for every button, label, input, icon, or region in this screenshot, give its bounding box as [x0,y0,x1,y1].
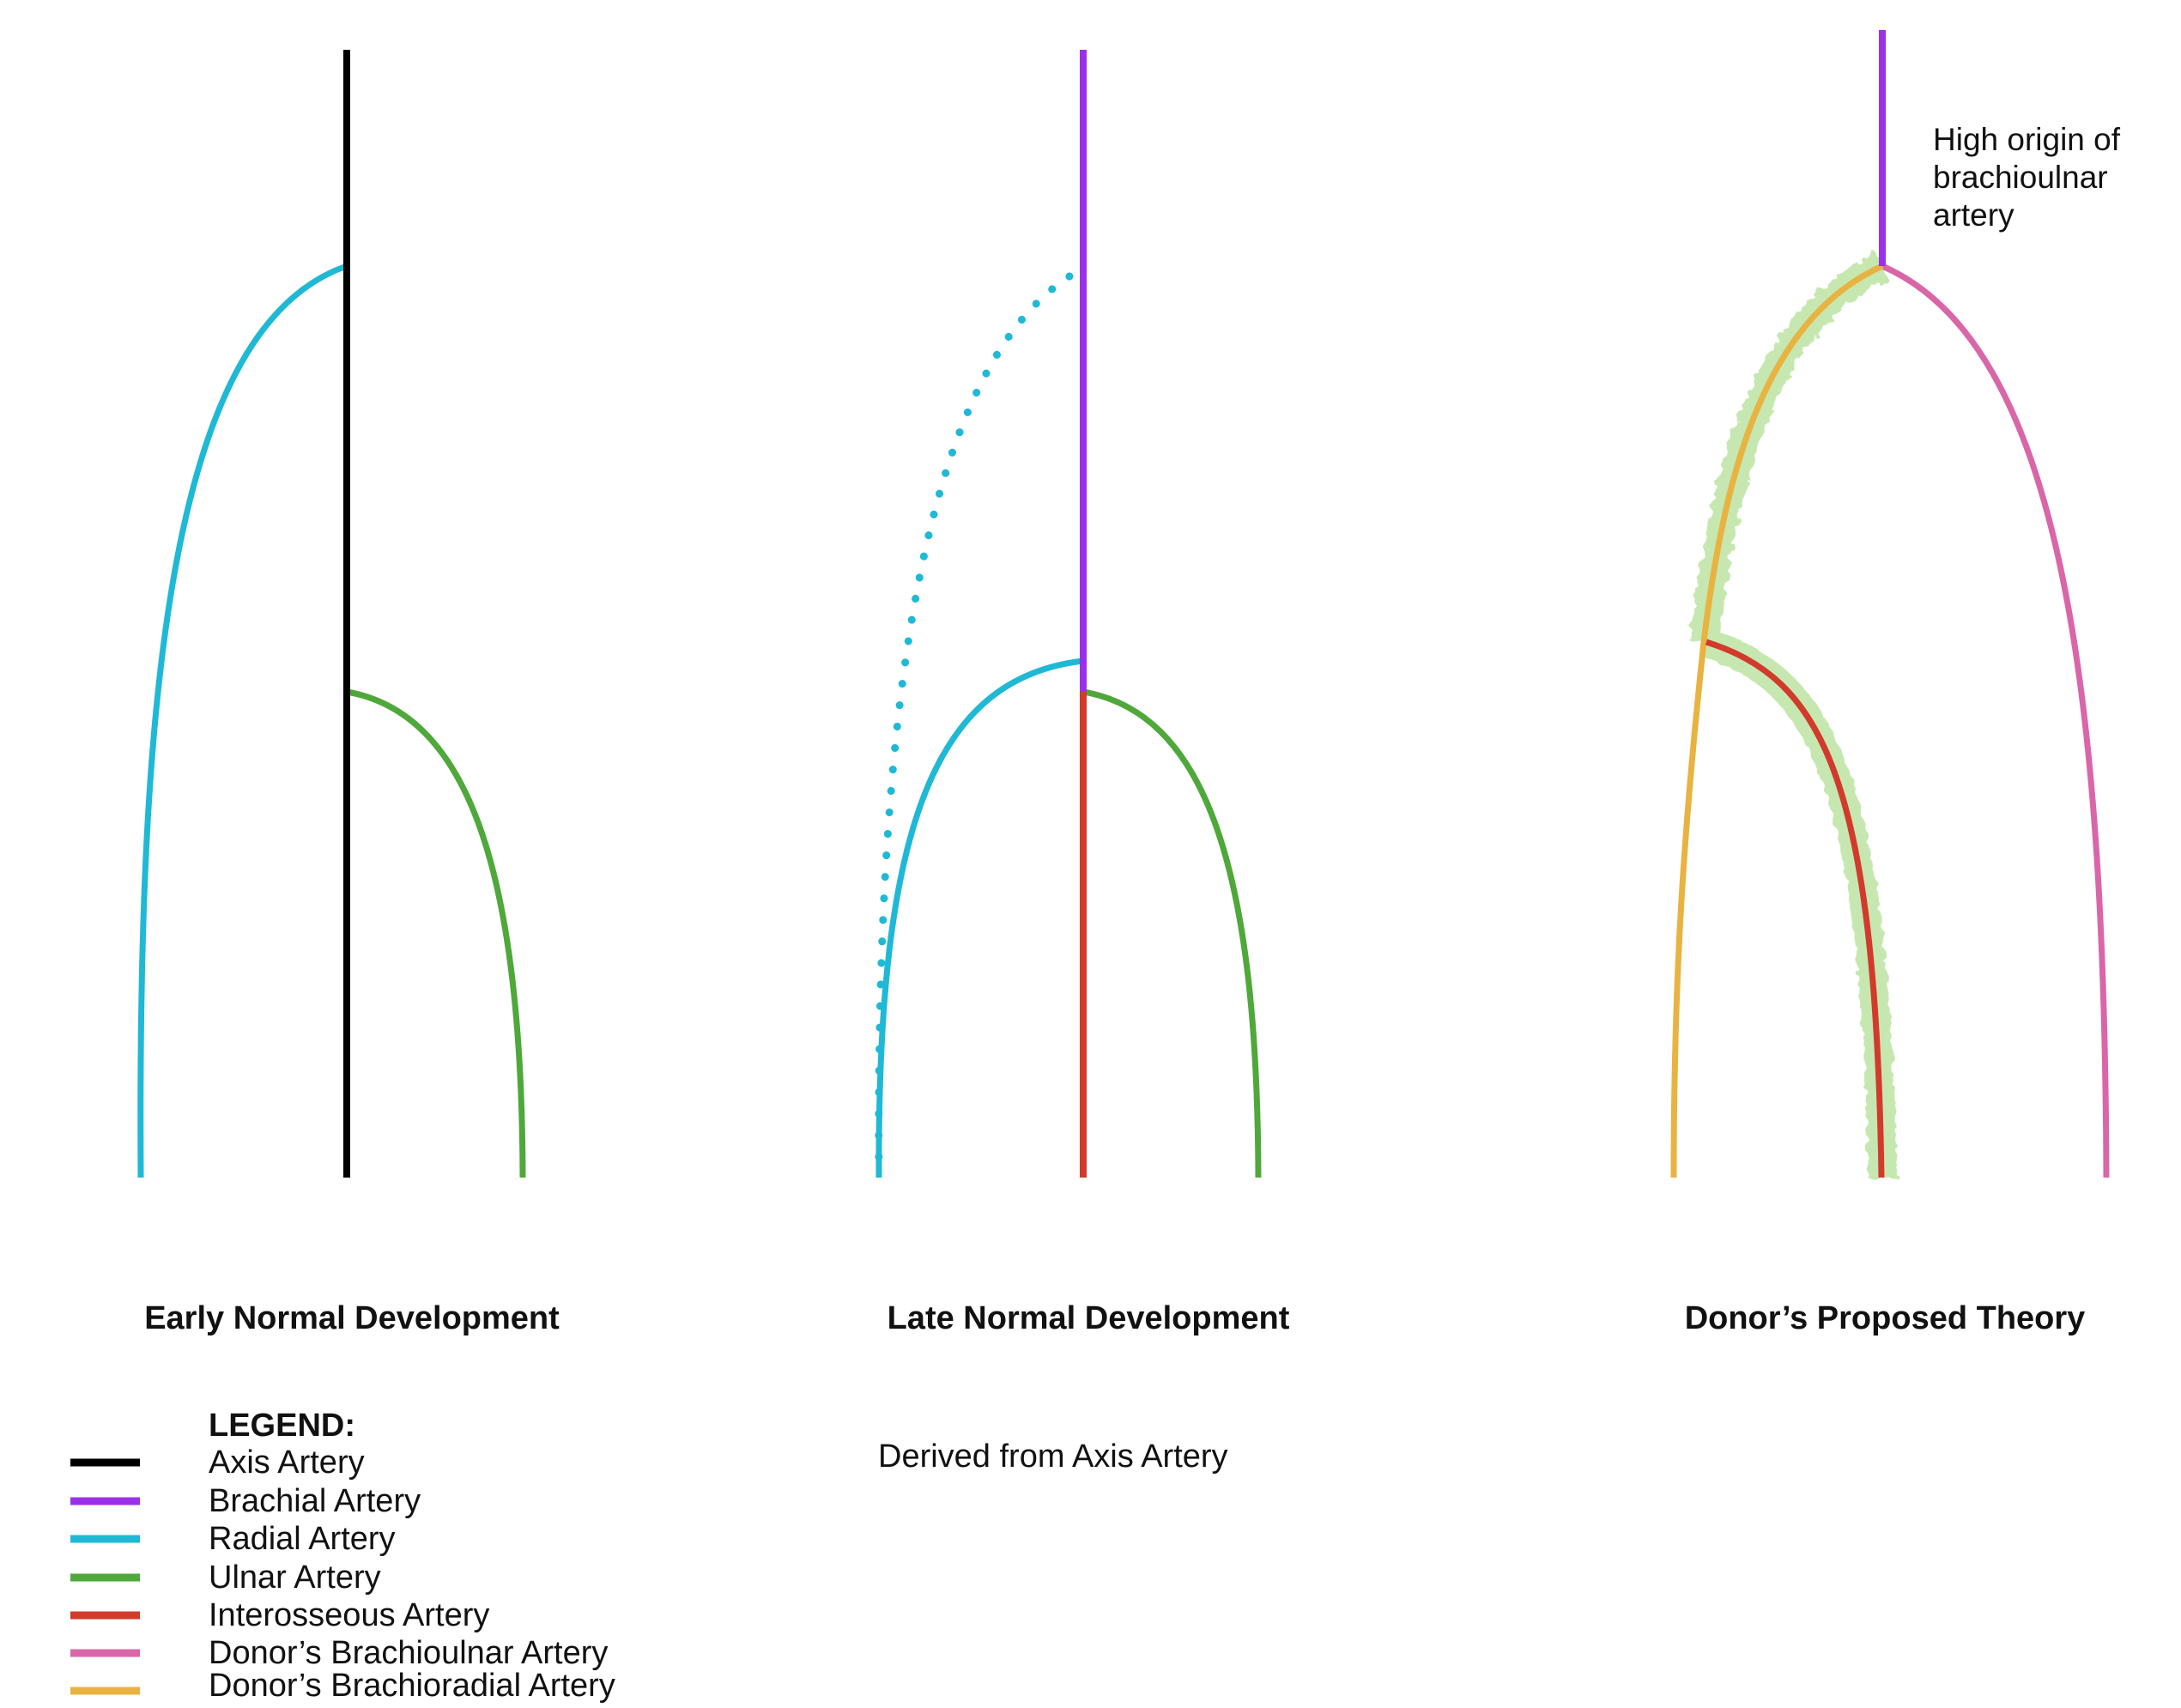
panel-donors-proposed-theory: High origin of brachioulnar artery Donor… [1670,30,2121,1336]
axis-derived-highlight-interosseous [1699,627,1897,1178]
interosseous-artery-donor [1705,639,1885,1178]
legend-heading: LEGEND: [209,1408,355,1444]
legend: LEGEND: Axis Artery Brachial Artery Radi… [70,1408,1228,1704]
ulnar-artery-early [346,688,526,1178]
annotation-line-1: High origin of [1933,122,2121,157]
radial-artery-late [875,657,1084,1178]
donor-brachioradial-artery [1670,263,1884,1178]
legend-label-donor-brachioradial-artery: Donor’s Brachioradial Artery [209,1668,615,1704]
legend-label-axis-derived: Derived from Axis Artery [878,1438,1228,1475]
panel-title-early: Early Normal Development [144,1300,560,1336]
legend-label-radial-artery: Radial Artery [209,1521,396,1557]
panel-title-late: Late Normal Development [888,1300,1290,1336]
annotation-line-3: artery [1933,197,2014,233]
legend-label-ulnar-artery: Ulnar Artery [209,1560,381,1596]
panel-early-normal-development: Early Normal Development [137,50,560,1336]
regressed-radial-artery-dotted [875,272,1074,1182]
legend-label-brachial-artery: Brachial Artery [209,1483,421,1519]
ulnar-artery-late [1082,688,1262,1178]
legend-label-axis-artery: Axis Artery [209,1445,365,1481]
legend-label-donor-brachioulnar-artery: Donor’s Brachioulnar Artery [209,1635,608,1671]
radial-artery-early [137,263,348,1178]
panel-title-donor: Donor’s Proposed Theory [1685,1300,2086,1336]
annotation-line-2: brachioulnar [1933,160,2108,195]
panel-late-normal-development: Late Normal Development [875,50,1290,1336]
axis-derived-highlight-brachioradial [1689,252,1889,645]
legend-label-interosseous-artery: Interosseous Artery [209,1597,489,1633]
donor-brachioulnar-artery [1881,263,2110,1178]
